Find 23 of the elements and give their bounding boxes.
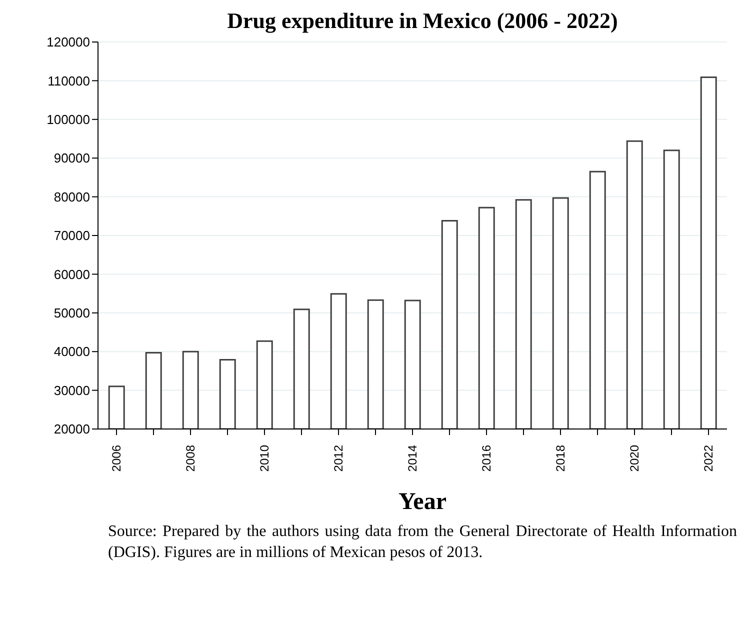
- y-tick-label: 50000: [54, 306, 90, 321]
- y-tick-label: 30000: [54, 382, 90, 398]
- y-tick-label: 100000: [46, 112, 90, 128]
- x-tick-label: 2022: [702, 444, 716, 472]
- y-tick-label: 120000: [46, 34, 90, 50]
- x-tick-label: 2018: [554, 444, 568, 472]
- x-tick-label: 2008: [184, 444, 198, 472]
- y-tick-label: 80000: [54, 189, 90, 204]
- y-tick-label: 90000: [54, 150, 90, 166]
- source-note: Source: Prepared by the authors using data from the General Directorate of Health Information (DGIS). Figures are in millions of Mexican pesos of 2013.: [108, 522, 737, 563]
- y-tick-label: 70000: [54, 228, 90, 244]
- y-tick-label: 110000: [48, 73, 90, 88]
- y-tick-label: 60000: [54, 266, 90, 282]
- x-tick-label: 2014: [406, 444, 420, 472]
- chart-title: Drug expenditure in Mexico (2006 - 2022): [226, 8, 619, 34]
- x-tick-label: 2012: [332, 444, 346, 472]
- x-tick-label: 2010: [258, 444, 272, 472]
- x-tick-label: 2016: [480, 444, 494, 472]
- x-axis-title: Year: [398, 489, 448, 516]
- x-tick-label: 2020: [628, 444, 642, 472]
- y-tick-label: 20000: [54, 422, 90, 437]
- x-tick-label: 2006: [110, 444, 124, 472]
- y-tick-label: 40000: [54, 344, 90, 360]
